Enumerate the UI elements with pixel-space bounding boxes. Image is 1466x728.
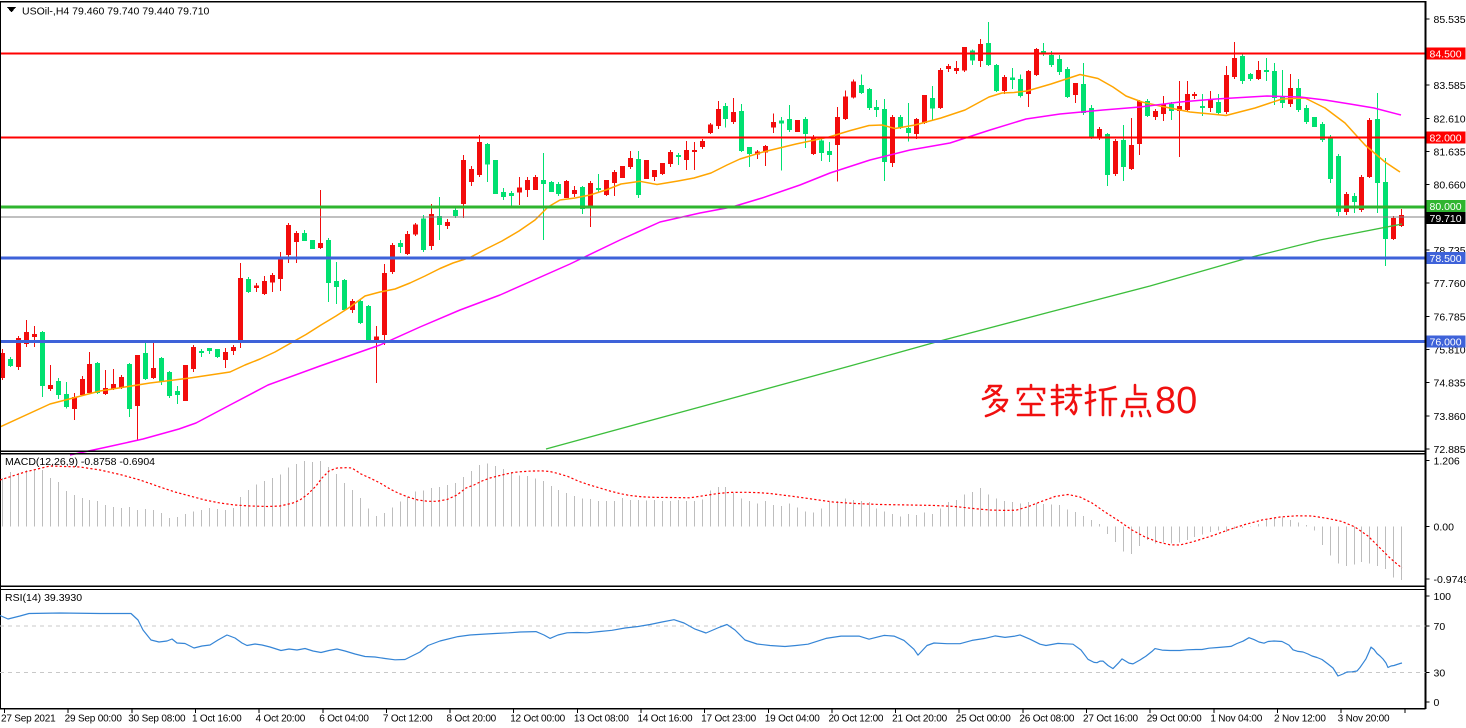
svg-text:1.206: 1.206 (1434, 456, 1460, 468)
svg-text:70: 70 (1434, 621, 1446, 633)
svg-text:77.760: 77.760 (1434, 278, 1466, 290)
svg-text:0: 0 (1434, 697, 1440, 709)
svg-text:100: 100 (1434, 591, 1452, 603)
svg-text:85.535: 85.535 (1434, 14, 1466, 26)
svg-text:83.585: 83.585 (1434, 80, 1466, 92)
svg-text:8 Oct 20:00: 8 Oct 20:00 (447, 714, 497, 725)
svg-text:13 Oct 08:00: 13 Oct 08:00 (574, 714, 629, 725)
svg-text:76.785: 76.785 (1434, 311, 1466, 323)
svg-text:21 Oct 20:00: 21 Oct 20:00 (892, 714, 947, 725)
svg-text:30 Sep 08:00: 30 Sep 08:00 (128, 714, 186, 725)
svg-text:74.835: 74.835 (1434, 378, 1466, 390)
svg-text:29 Sep 00:00: 29 Sep 00:00 (65, 714, 123, 725)
svg-text:78.500: 78.500 (1430, 253, 1462, 265)
svg-text:80.660: 80.660 (1434, 180, 1466, 192)
svg-text:30: 30 (1434, 668, 1446, 680)
svg-text:26 Oct 08:00: 26 Oct 08:00 (1019, 714, 1074, 725)
svg-text:19 Oct 04:00: 19 Oct 04:00 (765, 714, 820, 725)
svg-text:USOil-,H4 79.460 79.740 79.44: USOil-,H4 79.460 79.740 79.440 79.710 (22, 6, 210, 18)
svg-text:25 Oct 00:00: 25 Oct 00:00 (956, 714, 1011, 725)
svg-text:84.500: 84.500 (1430, 49, 1462, 61)
svg-text:82.610: 82.610 (1434, 113, 1466, 125)
svg-text:80: 80 (1155, 380, 1197, 422)
svg-text:80.000: 80.000 (1430, 201, 1462, 213)
svg-text:3 Nov 20:00: 3 Nov 20:00 (1338, 714, 1390, 725)
svg-text:4 Oct 20:00: 4 Oct 20:00 (256, 714, 306, 725)
svg-text:1 Oct 16:00: 1 Oct 16:00 (192, 714, 242, 725)
svg-text:12 Oct 00:00: 12 Oct 00:00 (510, 714, 565, 725)
svg-text:20 Oct 12:00: 20 Oct 12:00 (828, 714, 883, 725)
svg-text:14 Oct 16:00: 14 Oct 16:00 (638, 714, 693, 725)
svg-text:73.860: 73.860 (1434, 411, 1466, 423)
svg-text:7 Oct 12:00: 7 Oct 12:00 (383, 714, 433, 725)
svg-text:27 Sep 2021: 27 Sep 2021 (1, 714, 56, 725)
svg-text:RSI(14) 39.3930: RSI(14) 39.3930 (5, 592, 82, 604)
svg-text:82.000: 82.000 (1430, 133, 1462, 145)
svg-text:17 Oct 23:00: 17 Oct 23:00 (701, 714, 756, 725)
svg-text:27 Oct 16:00: 27 Oct 16:00 (1083, 714, 1138, 725)
svg-text:76.000: 76.000 (1430, 337, 1462, 349)
svg-text:81.635: 81.635 (1434, 146, 1466, 158)
svg-text:1 Nov 04:00: 1 Nov 04:00 (1210, 714, 1262, 725)
svg-text:79.710: 79.710 (1430, 213, 1462, 225)
svg-text:72.885: 72.885 (1434, 444, 1466, 456)
svg-text:MACD(12,26,9) -0.8758 -0.6904: MACD(12,26,9) -0.8758 -0.6904 (5, 456, 155, 468)
svg-text:2 Nov 12:00: 2 Nov 12:00 (1274, 714, 1326, 725)
svg-text:6 Oct 04:00: 6 Oct 04:00 (319, 714, 369, 725)
svg-text:-0.9749: -0.9749 (1434, 574, 1466, 586)
svg-text:0.00: 0.00 (1434, 522, 1455, 534)
svg-text:29 Oct 00:00: 29 Oct 00:00 (1147, 714, 1202, 725)
